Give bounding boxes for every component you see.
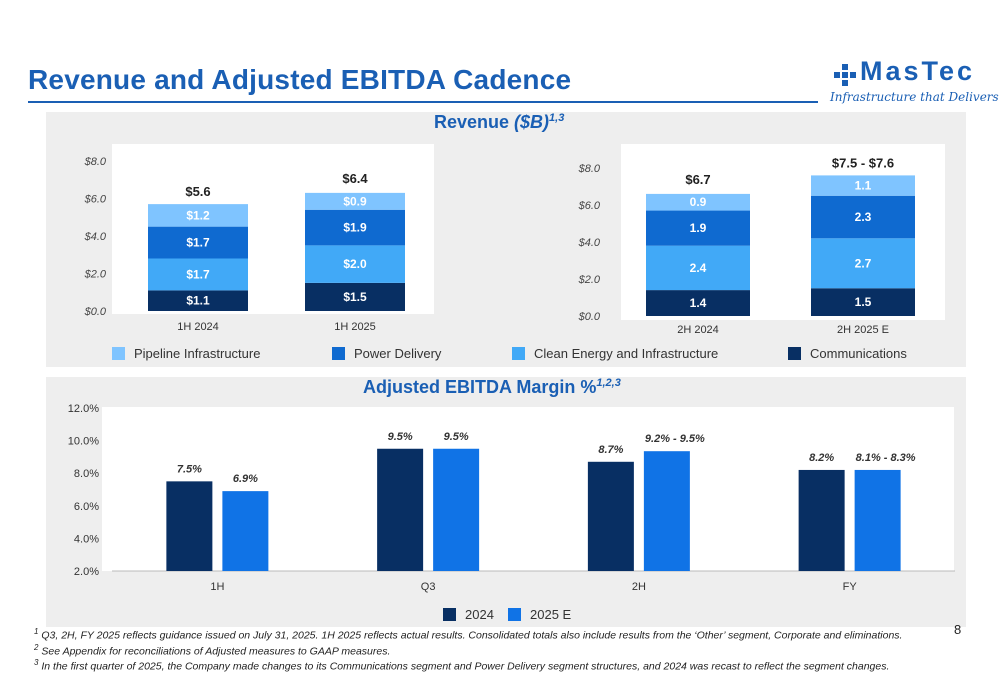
legend-swatch-2025e: [508, 608, 521, 621]
legend-swatch-power: [332, 347, 345, 360]
company-logo: MasTec Infrastructure that Delivers: [830, 52, 999, 112]
legend-label-power: Power Delivery: [354, 346, 442, 361]
footnotes: 1 Q3, 2H, FY 2025 reflects guidance issu…: [34, 626, 954, 673]
legend-item-communications: Communications: [788, 346, 907, 361]
revenue-title-footnote: 1,3: [549, 112, 565, 124]
footnote-1: 1 Q3, 2H, FY 2025 reflects guidance issu…: [34, 627, 903, 642]
ebitda-plot-area: [102, 407, 954, 571]
legend-swatch-clean: [512, 347, 525, 360]
legend-swatch-pipeline: [112, 347, 125, 360]
page-number: 8: [954, 622, 962, 637]
logo-wordmark: MasTec: [860, 56, 976, 86]
legend-item-pipeline: Pipeline Infrastructure: [112, 346, 260, 361]
logo-tagline: Infrastructure that Delivers: [830, 90, 999, 104]
revenue-2h-plot-area: [621, 144, 945, 320]
revenue-title: Revenue ($B)1,3: [434, 112, 564, 133]
ebitda-title-main: Adjusted EBITDA Margin %: [363, 377, 597, 397]
revenue-panel: Revenue ($B)1,3 Pipeline Infrastructure …: [46, 112, 966, 367]
revenue-1h-plot-area: [112, 144, 434, 314]
legend-label-2024: 2024: [465, 607, 494, 622]
revenue-title-main: Revenue: [434, 112, 515, 132]
legend-item-2025e: 2025 E: [508, 607, 571, 622]
footnote-2: 2 See Appendix for reconciliations of Ad…: [34, 642, 391, 658]
legend-label-clean: Clean Energy and Infrastructure: [534, 346, 719, 361]
slide-title: Revenue and Adjusted EBITDA Cadence: [28, 64, 572, 95]
ebitda-panel: Adjusted EBITDA Margin %1,2,3 2024 2025 …: [46, 377, 966, 627]
legend-swatch-communications: [788, 347, 801, 360]
ebitda-title: Adjusted EBITDA Margin %1,2,3: [363, 377, 621, 398]
footnote-3: 3 In the first quarter of 2025, the Comp…: [34, 658, 890, 673]
legend-item-2024: 2024: [443, 607, 494, 622]
legend-label-2025e: 2025 E: [530, 607, 572, 622]
revenue-title-unit: ($B): [514, 112, 550, 132]
logo-dots-icon: [834, 64, 856, 86]
legend-swatch-2024: [443, 608, 456, 621]
legend-label-pipeline: Pipeline Infrastructure: [134, 346, 261, 361]
legend-item-power: Power Delivery: [332, 346, 441, 361]
ebitda-title-footnote: 1,2,3: [596, 377, 621, 389]
legend-label-communications: Communications: [810, 346, 907, 361]
title-underline: [28, 101, 818, 103]
legend-item-clean: Clean Energy and Infrastructure: [512, 346, 718, 361]
